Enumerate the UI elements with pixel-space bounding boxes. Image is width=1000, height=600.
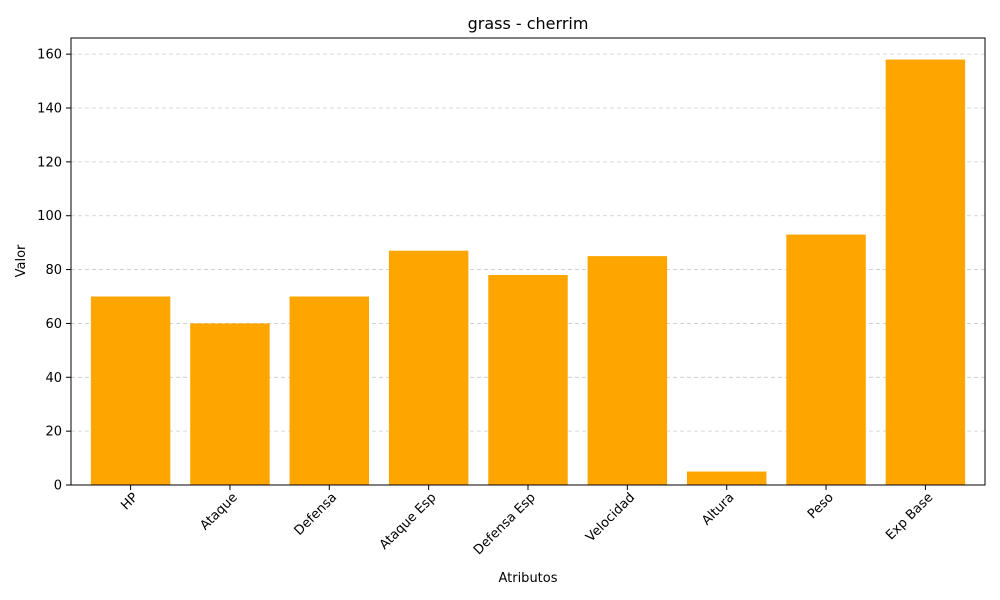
bar-hp [90, 296, 171, 485]
y-tick-label: 140 [37, 102, 62, 117]
y-tick-label: 100 [37, 209, 62, 224]
y-tick-label: 80 [45, 263, 62, 278]
x-axis-label: Atributos [498, 571, 557, 586]
x-tick-label: Velocidad [583, 490, 638, 545]
y-tick-label: 120 [37, 155, 62, 170]
bar-ataque [190, 323, 270, 485]
bar-velocidad [587, 256, 668, 485]
y-axis-ticks: 0 20 40 60 80 100 120 140 160 [37, 48, 71, 494]
bar-exp-base [885, 59, 966, 485]
x-tick-label: Defensa [292, 490, 340, 538]
x-tick-label: HP [118, 490, 141, 513]
y-tick-label: 60 [45, 317, 62, 332]
x-tick-label: Altura [699, 490, 737, 528]
bars [90, 59, 966, 485]
x-tick-label: Peso [805, 490, 837, 522]
chart-title: grass - cherrim [468, 14, 589, 33]
y-tick-label: 160 [37, 48, 62, 63]
bar-peso [786, 234, 866, 485]
y-tick-label: 0 [54, 479, 62, 494]
y-axis-label: Valor [14, 244, 29, 277]
bar-altura [686, 471, 767, 485]
x-axis-ticks: HP Ataque Defensa Ataque Esp Defensa Esp Velo… [118, 485, 936, 558]
x-tick-label: Exp Base [883, 490, 936, 543]
bar-defensa [289, 296, 370, 485]
bar-ataque-esp [388, 250, 469, 485]
y-tick-label: 40 [45, 371, 62, 386]
x-tick-label: Ataque Esp [377, 490, 440, 553]
x-tick-label: Defensa Esp [471, 490, 539, 558]
y-tick-label: 20 [45, 425, 62, 440]
x-tick-label: Ataque [197, 490, 240, 533]
bar-defensa-esp [488, 274, 568, 485]
